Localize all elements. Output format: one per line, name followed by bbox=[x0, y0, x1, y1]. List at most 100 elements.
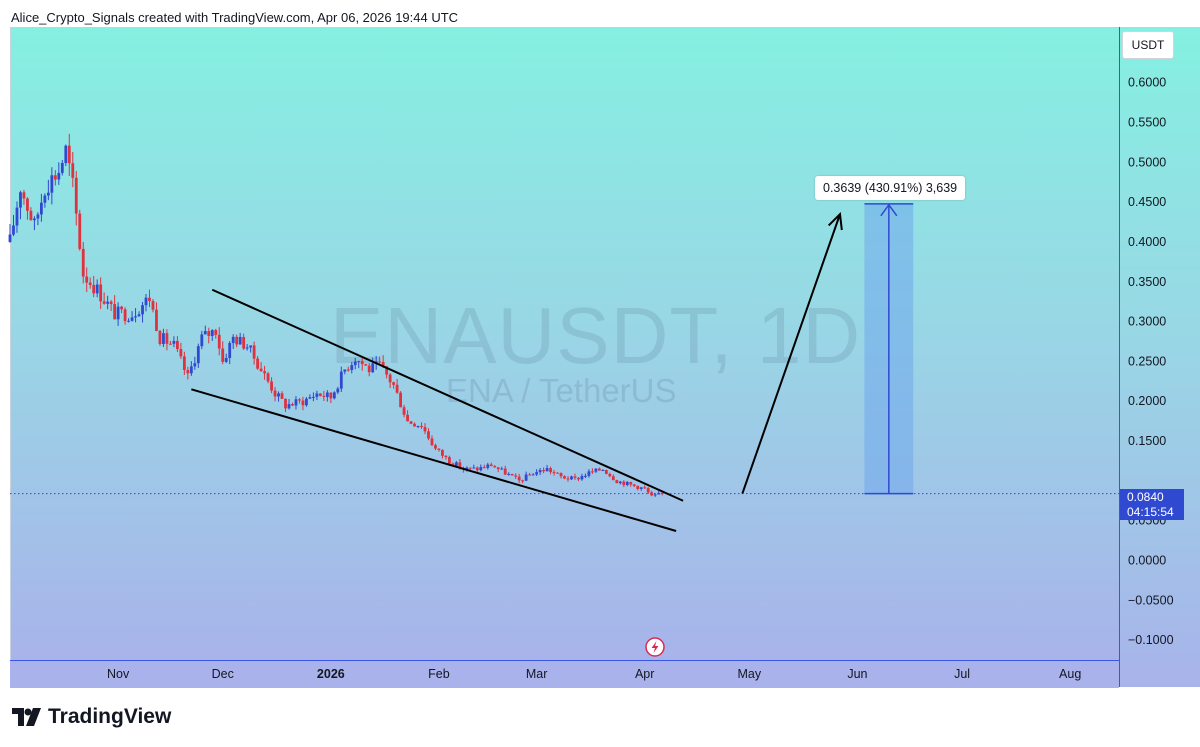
candle-body bbox=[200, 334, 204, 347]
candle-body bbox=[486, 464, 490, 468]
candle-body bbox=[221, 348, 225, 362]
currency-button[interactable]: USDT bbox=[1122, 31, 1174, 59]
candle-body bbox=[510, 473, 514, 476]
candle-body bbox=[266, 373, 270, 382]
breakout-arrow-head bbox=[827, 211, 843, 231]
lightning-icon-glyph bbox=[651, 641, 659, 653]
x-tick-label: Dec bbox=[212, 667, 234, 681]
candle-body bbox=[549, 468, 552, 473]
candle-body bbox=[325, 392, 329, 397]
wedge-upper-trendline bbox=[211, 288, 684, 502]
candle-body bbox=[165, 333, 169, 344]
candle-body bbox=[482, 467, 486, 469]
candle-body bbox=[402, 407, 406, 415]
candle-body bbox=[454, 462, 458, 466]
symbol-description-watermark: ENA / TetherUS bbox=[446, 372, 677, 409]
candle-body bbox=[92, 284, 96, 294]
candle-body bbox=[141, 305, 144, 315]
candle-body bbox=[458, 462, 462, 469]
candle-body bbox=[577, 477, 580, 480]
candle-body bbox=[542, 470, 545, 472]
candle-body bbox=[444, 455, 448, 458]
candle-body bbox=[392, 382, 396, 385]
candle-body bbox=[322, 395, 326, 397]
candle-body bbox=[22, 192, 26, 199]
candle-body bbox=[521, 480, 525, 482]
candle-body bbox=[15, 207, 19, 226]
candle-body bbox=[242, 336, 246, 349]
tradingview-logo[interactable]: TradingView bbox=[12, 705, 171, 729]
candle-body bbox=[263, 371, 266, 374]
candle-body bbox=[416, 425, 420, 427]
candle-body bbox=[650, 492, 654, 496]
candle-body bbox=[479, 467, 483, 471]
candle-body bbox=[102, 301, 106, 304]
candle-body bbox=[301, 400, 305, 406]
candle-body bbox=[514, 475, 518, 477]
candle-body bbox=[291, 404, 294, 406]
candle-body bbox=[395, 384, 399, 393]
symbol-watermark: ENAUSDT, 1D bbox=[330, 291, 862, 380]
candle-body bbox=[353, 361, 357, 366]
candle-body bbox=[127, 320, 130, 322]
candle-body bbox=[308, 397, 312, 399]
candle-body bbox=[298, 399, 301, 401]
candle-body bbox=[378, 361, 382, 363]
x-tick-label: Nov bbox=[107, 667, 130, 681]
y-tick-label: 0.4000 bbox=[1128, 235, 1166, 249]
breakout-arrow-shaft bbox=[741, 213, 841, 494]
candle-body bbox=[451, 463, 455, 466]
candle-body bbox=[528, 474, 532, 476]
candle-body bbox=[106, 301, 110, 304]
candle-body bbox=[643, 487, 647, 489]
candle-body bbox=[46, 192, 50, 196]
candle-body bbox=[559, 473, 563, 477]
candle-body bbox=[99, 284, 103, 302]
candle-body bbox=[155, 309, 158, 331]
candle-body bbox=[496, 467, 500, 470]
y-tick-label: 0.2500 bbox=[1128, 354, 1166, 368]
y-tick-label: 0.2000 bbox=[1128, 394, 1166, 408]
candle-body bbox=[33, 218, 36, 221]
candle-body bbox=[475, 467, 479, 471]
candle-body bbox=[639, 487, 643, 489]
candle-body bbox=[50, 175, 54, 193]
candle-body bbox=[277, 393, 280, 397]
candle-body bbox=[364, 364, 368, 366]
candle-body bbox=[53, 175, 57, 180]
candle-body bbox=[552, 472, 556, 474]
candle-body bbox=[517, 476, 521, 481]
candle-body bbox=[524, 474, 528, 481]
candle-body bbox=[186, 369, 190, 374]
candle-body bbox=[19, 192, 22, 208]
candle-body bbox=[270, 381, 273, 391]
candle-body bbox=[60, 163, 64, 173]
chart-pane[interactable] bbox=[10, 27, 1120, 660]
candle-body bbox=[224, 358, 228, 362]
candle-body bbox=[413, 423, 416, 427]
candle-body bbox=[604, 469, 608, 474]
candle-body bbox=[615, 480, 619, 484]
x-tick-label: Apr bbox=[635, 667, 654, 681]
y-tick-label: −0.0500 bbox=[1128, 593, 1174, 607]
candle-body bbox=[36, 214, 40, 219]
x-tick-label: Jul bbox=[954, 667, 970, 681]
tradingview-logo-icon bbox=[12, 708, 41, 726]
y-tick-label: −0.1000 bbox=[1128, 633, 1174, 647]
candle-body bbox=[332, 392, 336, 399]
candle-body bbox=[162, 333, 165, 344]
time-axis[interactable] bbox=[10, 660, 1119, 688]
candle-body bbox=[158, 330, 162, 344]
x-tick-label: Jun bbox=[847, 667, 867, 681]
candle-body bbox=[441, 449, 444, 456]
y-tick-label: 0.5500 bbox=[1128, 116, 1166, 130]
candle-body bbox=[196, 346, 200, 364]
candle-body bbox=[580, 476, 584, 480]
candle-body bbox=[608, 473, 612, 477]
candle-body bbox=[584, 475, 587, 477]
candle-body bbox=[29, 210, 33, 221]
candle-body bbox=[545, 468, 549, 472]
price-axis[interactable] bbox=[1119, 27, 1200, 687]
candle-body bbox=[590, 471, 594, 473]
